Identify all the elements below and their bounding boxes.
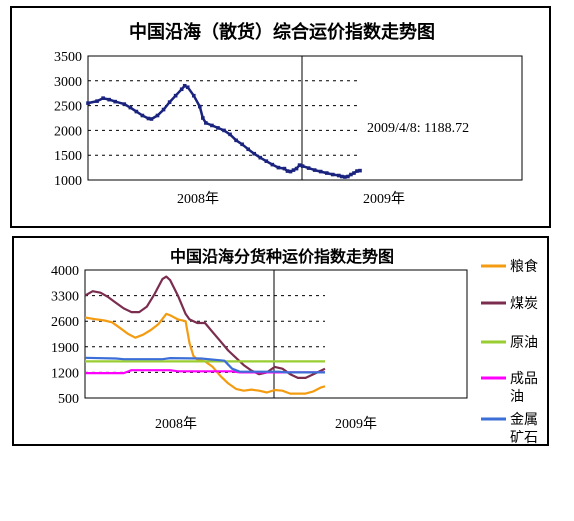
data-point — [324, 171, 329, 175]
data-point — [331, 172, 335, 177]
y-tick-label: 4000 — [51, 264, 79, 279]
legend-label: 金属 — [510, 412, 538, 428]
data-point — [297, 163, 302, 167]
last-value-annotation: 2009/4/8: 1188.72 — [367, 121, 469, 136]
data-point — [343, 175, 347, 179]
y-tick-label: 3500 — [54, 50, 82, 65]
legend-label: 原油 — [510, 335, 538, 351]
data-point — [288, 169, 293, 174]
y-tick-label: 500 — [58, 392, 79, 407]
data-point — [300, 164, 305, 168]
data-point — [285, 169, 290, 173]
data-point — [201, 116, 205, 120]
x-tick-label: 2008年 — [155, 416, 197, 432]
data-point — [312, 168, 317, 172]
data-point — [146, 116, 151, 121]
x-tick-label: 2008年 — [177, 191, 219, 207]
legend-label: 矿石 — [510, 430, 538, 446]
grid — [88, 80, 360, 156]
data-point — [346, 174, 350, 179]
series-line — [84, 356, 325, 374]
data-point — [234, 138, 238, 143]
data-point — [264, 159, 269, 163]
plot-area — [87, 55, 523, 181]
data-point — [276, 165, 281, 170]
data-point — [228, 132, 232, 137]
data-point — [134, 109, 139, 114]
data-point — [306, 166, 311, 170]
y-tick-label: 1200 — [51, 366, 79, 381]
legend-label: 粮食 — [510, 258, 538, 275]
data-point — [204, 121, 208, 125]
y-tick-label: 2500 — [54, 100, 82, 115]
y-tick-label: 1000 — [54, 174, 82, 189]
data-point — [95, 99, 99, 103]
y-tick-label: 1500 — [54, 149, 82, 164]
data-point — [210, 123, 214, 128]
series-group — [84, 275, 326, 395]
chart-title: 中国沿海（散货）综合运价指数走势图 — [129, 21, 435, 43]
data-point — [182, 83, 187, 88]
y-axis: 4000 3300 2600 1900 1200 500 — [51, 264, 79, 407]
data-point — [355, 169, 359, 173]
x-tick-label: 2009年 — [363, 191, 405, 207]
y-tick-label: 1900 — [51, 341, 79, 356]
y-axis: 3500 3000 2500 2000 1500 1000 — [54, 50, 82, 189]
composite-index-chart-panel: 中国沿海（散货）综合运价指数走势图 3500 3000 2500 2000 1500 10… — [10, 6, 551, 228]
cargo-index-chart: 中国沿海分货种运价指数走势图 4000 3300 2600 1900 1200 500 2… — [51, 247, 538, 446]
data-point — [198, 104, 202, 109]
data-point — [349, 172, 353, 177]
data-point — [240, 142, 244, 147]
data-point — [358, 168, 362, 173]
data-point — [155, 113, 160, 118]
series-group — [86, 83, 362, 179]
data-point — [340, 174, 344, 179]
legend-label: 煤炭 — [510, 296, 538, 312]
plot-area — [84, 269, 468, 399]
data-point — [113, 99, 117, 104]
data-point — [173, 93, 178, 98]
data-point — [128, 105, 133, 110]
legend-label: 成品 — [510, 371, 538, 387]
data-point — [167, 100, 172, 104]
data-point — [122, 102, 127, 106]
chart-title: 中国沿海分货种运价指数走势图 — [170, 247, 394, 266]
data-point — [282, 166, 287, 171]
data-point — [246, 147, 250, 152]
data-point — [101, 96, 105, 100]
data-point — [337, 173, 341, 178]
data-point — [291, 168, 296, 172]
y-tick-label: 2600 — [51, 315, 79, 330]
cargo-index-chart-panel: 中国沿海分货种运价指数走势图 4000 3300 2600 1900 1200 500 2… — [12, 236, 549, 446]
data-point — [149, 117, 154, 121]
data-point — [191, 93, 196, 98]
data-point — [107, 97, 111, 102]
data-point — [216, 126, 220, 130]
data-point — [140, 113, 145, 118]
data-point — [258, 155, 263, 160]
series-line — [84, 312, 326, 395]
data-point — [294, 166, 299, 171]
data-point — [222, 128, 226, 133]
y-tick-label: 2000 — [54, 124, 82, 139]
data-point — [86, 101, 90, 105]
data-point — [252, 151, 257, 156]
data-point — [179, 87, 184, 92]
x-tick-label: 2009年 — [335, 416, 377, 432]
composite-index-chart: 中国沿海（散货）综合运价指数走势图 3500 3000 2500 2000 1500 10… — [54, 21, 523, 207]
y-tick-label: 3000 — [54, 75, 82, 90]
data-point — [185, 85, 190, 90]
y-tick-label: 3300 — [51, 290, 79, 305]
data-point — [270, 162, 275, 167]
legend-label: 油 — [510, 389, 524, 405]
data-point — [352, 171, 356, 175]
data-point — [318, 169, 323, 174]
data-point — [161, 107, 166, 112]
